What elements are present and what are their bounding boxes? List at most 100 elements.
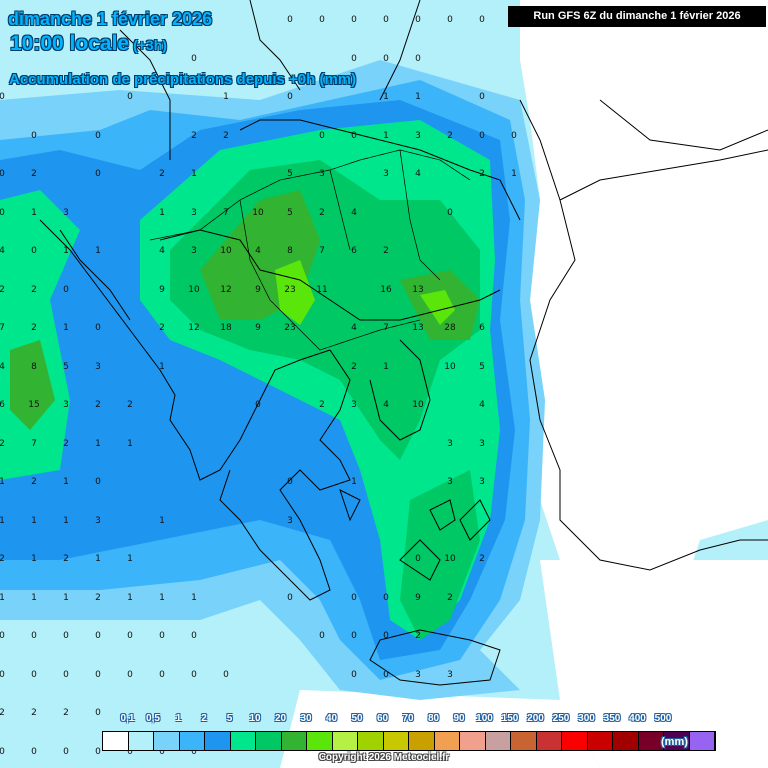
- grid-value: 0: [0, 746, 5, 757]
- dry-area-southeast: [540, 560, 768, 768]
- grid-value: 4: [159, 246, 165, 256]
- legend-label: 70: [402, 713, 414, 724]
- grid-value: 2: [31, 169, 37, 179]
- grid-value: 3: [319, 169, 325, 179]
- legend-label: 2: [201, 713, 207, 724]
- grid-value: 3: [63, 207, 69, 218]
- grid-value: 1: [159, 361, 165, 372]
- grid-value: 2: [127, 400, 133, 410]
- grid-value: 0: [319, 130, 325, 141]
- grid-value: 0: [0, 92, 5, 102]
- copyright: Copyright 2026 Meteociel.fr: [318, 752, 450, 763]
- borders: [149, 149, 471, 351]
- grid-value: 13: [412, 323, 424, 333]
- grid-value: 7: [319, 246, 325, 256]
- legend-swatch: [409, 732, 435, 750]
- grid-value: 0: [95, 169, 101, 179]
- grid-value: 28: [444, 323, 456, 333]
- legend-label: 0,5: [146, 713, 160, 724]
- grid-value: 3: [447, 669, 453, 680]
- grid-value: 0: [159, 631, 165, 641]
- grid-value: 23: [284, 323, 296, 333]
- offset-label: (+3h): [133, 37, 167, 53]
- grid-value: 0: [63, 746, 69, 757]
- legend-swatch: [128, 732, 154, 750]
- legend-swatch: [281, 732, 307, 750]
- grid-value: 1: [63, 515, 69, 526]
- legend-label: 400: [629, 713, 646, 724]
- grid-value: 1: [223, 92, 229, 102]
- legend-swatch: [256, 732, 282, 750]
- grid-value: 2: [319, 400, 325, 410]
- grid-value: 0: [191, 669, 197, 680]
- grid-value: 0: [127, 631, 133, 641]
- grid-value: 9: [255, 284, 261, 295]
- grid-value: 9: [159, 284, 165, 295]
- grid-value: 5: [479, 361, 485, 372]
- grid-value: 3: [415, 130, 421, 141]
- legend-colorbar: [102, 731, 716, 751]
- grid-value: 0: [63, 669, 69, 680]
- grid-value: 10: [412, 400, 424, 410]
- legend-swatch: [103, 732, 129, 750]
- grid-value: 0: [127, 669, 133, 680]
- legend-swatch: [205, 732, 231, 750]
- grid-value: 10: [252, 207, 264, 218]
- grid-value: 3: [191, 207, 197, 218]
- grid-value: 0: [0, 669, 5, 680]
- grid-value: 1: [159, 207, 165, 218]
- grid-value: 1: [0, 592, 5, 603]
- grid-value: 1: [95, 438, 101, 449]
- legend-labels: 0,1 0,5 1 2 5 10 20 30 40 50 60 70 80 90 100 150 200 250 3…: [0, 713, 768, 727]
- grid-value: 0: [31, 130, 37, 141]
- grid-value: 0: [351, 130, 357, 141]
- grid-value: 1: [0, 515, 5, 526]
- grid-value: 7: [223, 207, 229, 218]
- grid-value: 1: [31, 515, 37, 526]
- legend-swatch: [460, 732, 486, 750]
- grid-value: 3: [63, 400, 69, 410]
- legend-swatch: [562, 732, 588, 750]
- grid-value: 8: [31, 361, 37, 372]
- grid-value: 5: [287, 207, 293, 218]
- grid-value: 0: [0, 207, 5, 218]
- grid-value: 0: [479, 130, 485, 141]
- grid-value: 6: [0, 400, 5, 410]
- grid-value: 1: [159, 592, 165, 603]
- grid-value: 9: [415, 592, 421, 603]
- grid-value: 10: [188, 284, 200, 295]
- grid-value: 2: [63, 438, 69, 449]
- grid-value: 1: [95, 246, 101, 256]
- grid-value: 2: [31, 477, 37, 487]
- grid-value: 0: [447, 15, 453, 25]
- grid-value: 1: [0, 477, 5, 487]
- grid-value: 3: [95, 515, 101, 526]
- grid-value: 7: [0, 323, 5, 333]
- legend-swatch: [434, 732, 460, 750]
- grid-value: 1: [383, 361, 389, 372]
- grid-value: 1: [127, 438, 133, 449]
- legend-label: 30: [300, 713, 312, 724]
- grid-value: 2: [159, 169, 165, 179]
- grid-value: 4: [415, 169, 421, 179]
- grid-value: 4: [0, 246, 5, 256]
- legend-swatch: [154, 732, 180, 750]
- grid-value: 0: [191, 631, 197, 641]
- grid-value: 0: [447, 207, 453, 218]
- run-info: Run GFS 6Z du dimanche 1 février 2026: [508, 6, 766, 27]
- grid-value: 0: [31, 746, 37, 757]
- grid-value: 2: [447, 592, 453, 603]
- grid-value: 7: [383, 323, 389, 333]
- grid-value: 10: [220, 246, 232, 256]
- legend-swatch: [383, 732, 409, 750]
- grid-value: 9: [255, 323, 261, 333]
- grid-value: 18: [220, 323, 232, 333]
- grid-value: 0: [95, 477, 101, 487]
- grid-value: 2: [0, 554, 5, 564]
- grid-value: 2: [159, 323, 165, 333]
- legend-swatch: [307, 732, 333, 750]
- grid-value: 0: [351, 53, 357, 64]
- grid-value: 3: [479, 438, 485, 449]
- grid-value: 2: [0, 438, 5, 449]
- legend-swatch: [613, 732, 639, 750]
